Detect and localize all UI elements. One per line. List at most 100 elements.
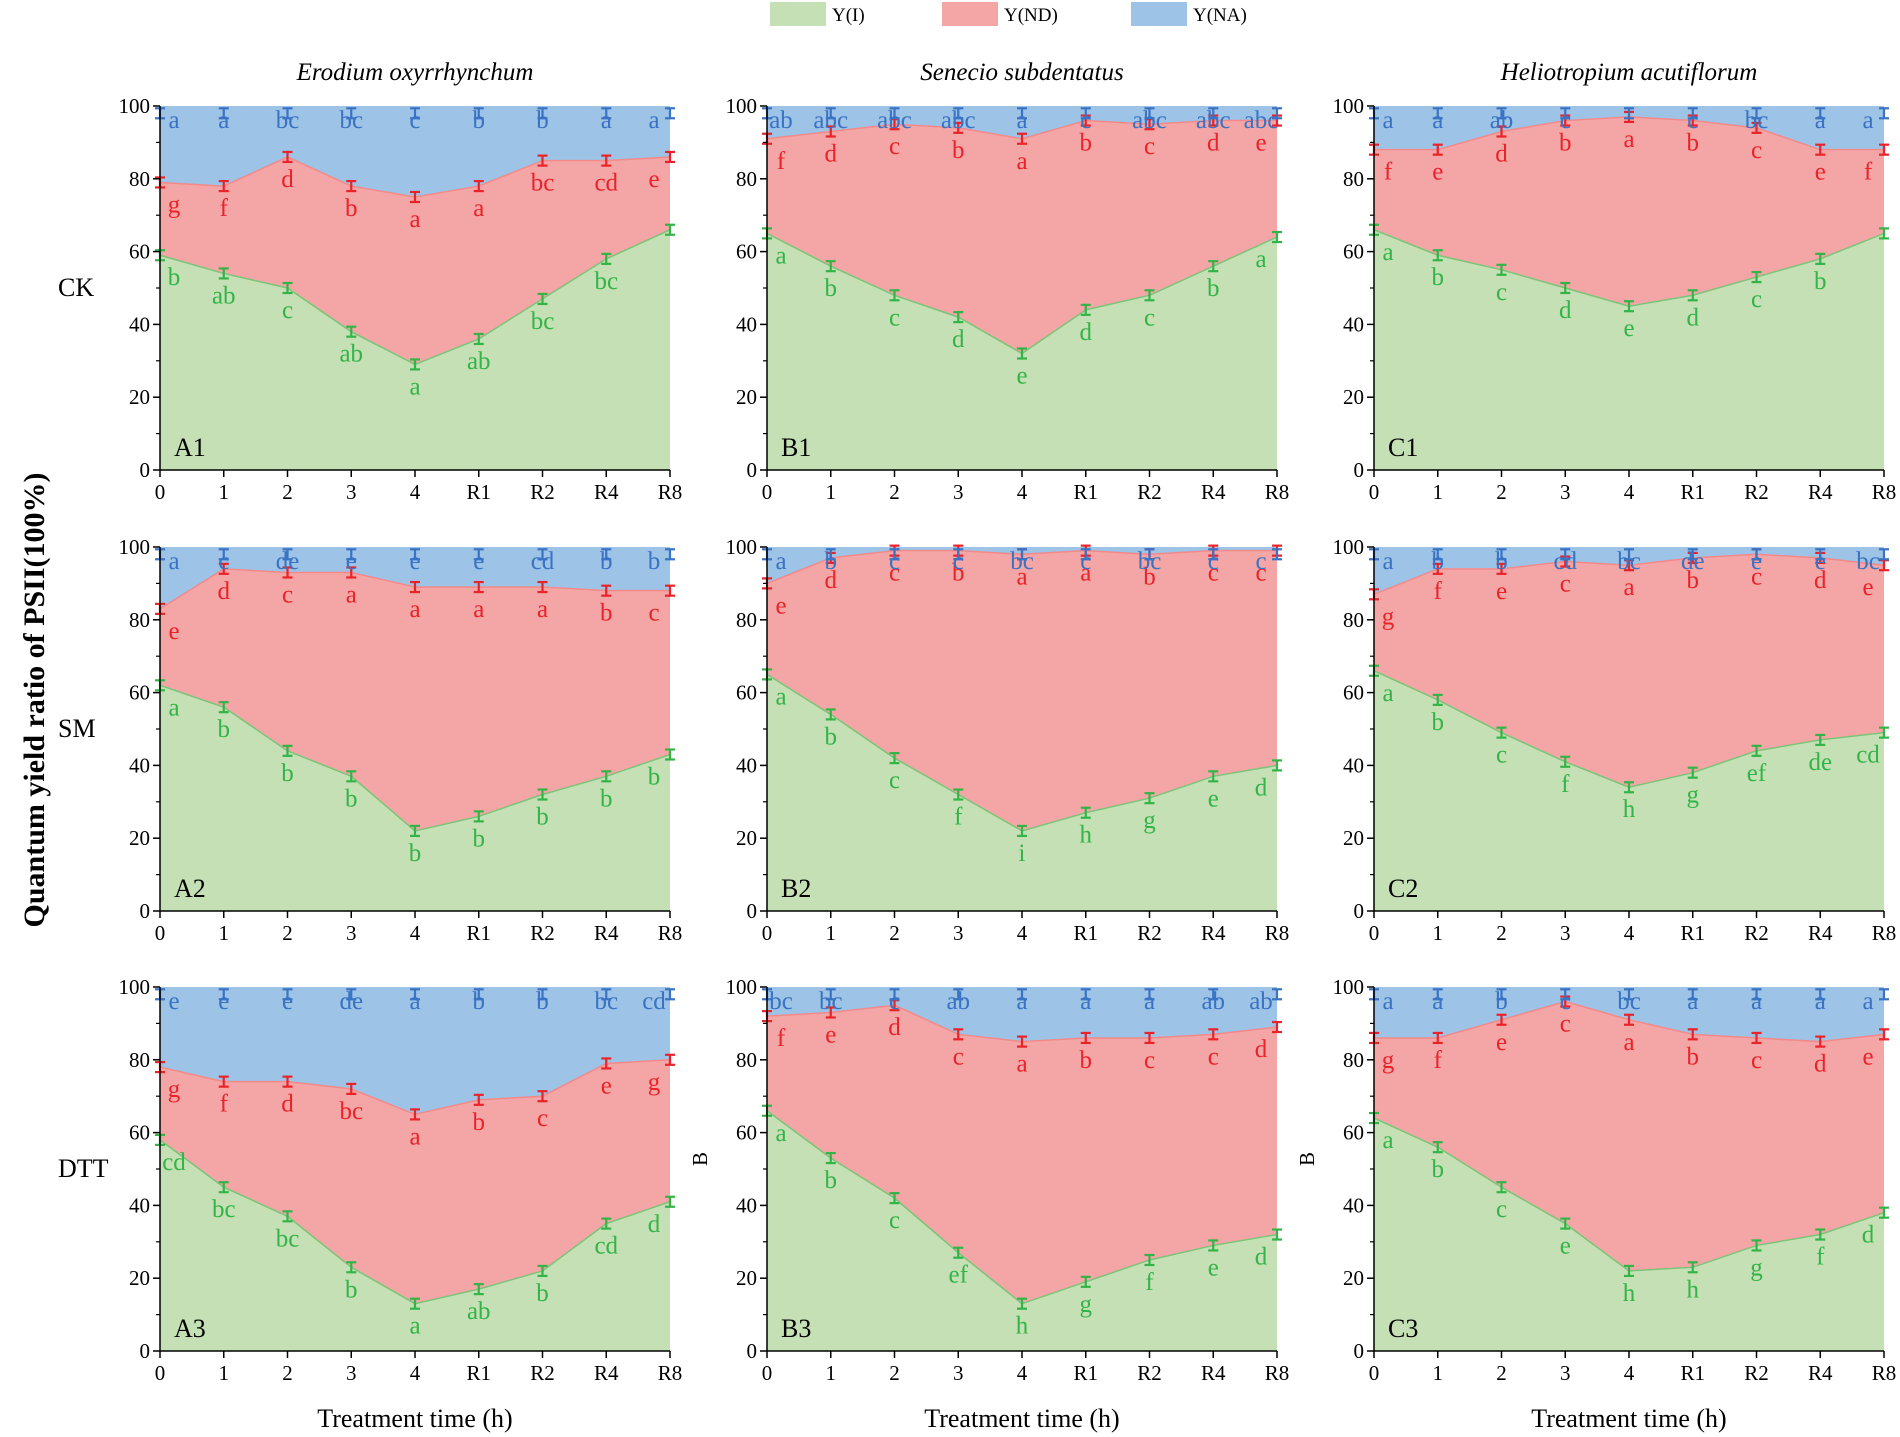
y-tick-label: 60 [736,1121,757,1145]
column-titles: Erodium oxyrrhynchum Senecio subdentatus H… [296,59,1758,86]
y-axis-letter: B [688,1152,712,1166]
ynd-letter: a [1080,560,1091,587]
ynd-letter: c [1751,1047,1762,1074]
x-tick-label: 0 [1369,480,1380,504]
yi-letter: h [1687,1276,1700,1303]
x-tick-label: 1 [1433,480,1444,504]
yi-letter: e [1623,315,1634,342]
yi-letter: f [954,804,963,831]
row-label: SM [58,714,96,743]
x-tick-label: R8 [658,1361,683,1385]
yna-letter: e [346,548,357,575]
ynd-letter: c [1144,1047,1155,1074]
y-tick-label: 80 [736,608,757,632]
x-tick-label: 1 [1433,1361,1444,1385]
x-tick-label: R1 [1073,480,1098,504]
y-tick-label: 40 [129,753,150,777]
panel-label: A2 [174,874,206,903]
panel-label: B2 [781,874,811,903]
x-tick-label: 4 [1017,480,1028,504]
y-tick-label: 0 [140,899,151,923]
ynd-letter: b [1080,130,1093,157]
yna-letter: a [409,988,420,1015]
yi-letter: f [1816,1244,1825,1271]
ynd-letter: d [825,140,838,167]
yna-letter: b [1495,988,1508,1015]
y-tick-label: 0 [747,899,758,923]
y-tick-label: 20 [736,1266,757,1290]
ynd-letter: b [1559,130,1572,157]
ynd-letter: e [601,1072,612,1099]
x-tick-label: R8 [1872,921,1897,945]
yna-letter: e [1751,548,1762,575]
ynd-letter: d [888,1014,901,1041]
yna-letter: a [1862,107,1873,134]
yna-letter: e [1815,548,1826,575]
yna-letter: ab [1249,988,1273,1015]
ynd-letter: g [1382,603,1395,630]
ynd-letter: e [825,1021,836,1048]
yi-letter: h [1623,796,1636,823]
ynd-letter: a [537,596,548,623]
yna-letter: c [1687,107,1698,134]
yi-letter: cd [1856,742,1880,769]
yi-letter: c [282,297,293,324]
y-tick-label: 0 [140,458,151,482]
ynd-letter: e [775,592,786,619]
x-tick-label: R1 [466,480,491,504]
ynd-letter: a [1623,126,1634,153]
y-tick-label: 40 [1343,312,1364,336]
y-tick-label: 60 [1343,1121,1364,1145]
y-tick-label: 40 [129,312,150,336]
panel-label: C3 [1388,1314,1418,1343]
x-tick-label: R8 [658,921,683,945]
y-tick-label: 40 [129,1193,150,1217]
y-tick-label: 80 [736,167,757,191]
ynd-letter: e [168,618,179,645]
y-tick-label: 100 [119,535,151,559]
yna-letter: a [1687,988,1698,1015]
ynd-letter: d [825,567,838,594]
yi-letter: b [825,723,838,750]
x-tick-label: R2 [530,921,555,945]
x-tick-label: R4 [1808,1361,1833,1385]
ynd-letter: c [1144,133,1155,160]
yi-letter: a [775,683,786,710]
yna-letter: a [1862,988,1873,1015]
panel-A3: cdgebcfebcdebbcdeaaaabbbbcbcdebcdgcd0204… [119,975,683,1385]
x-tick-label: R4 [1808,480,1833,504]
yi-letter: d [1559,297,1572,324]
panel-label: C2 [1388,874,1418,903]
yna-letter: a [1016,107,1027,134]
y-tick-label: 60 [129,681,150,705]
yna-letter: c [218,548,229,575]
x-tick-label: R2 [1137,1361,1162,1385]
yi-letter: ab [467,1298,491,1325]
ynd-letter: e [1496,578,1507,605]
x-tick-label: R1 [1680,480,1705,504]
yna-letter: bc [819,988,843,1015]
row-labels: CK SM DTT [58,273,109,1183]
y-tick-label: 20 [1343,385,1364,409]
y-tick-label: 40 [736,753,757,777]
yi-letter: b [825,275,838,302]
ynd-letter: f [777,148,786,175]
x-tick-label: R1 [466,1361,491,1385]
yna-letter: a [1432,107,1443,134]
yi-area [767,1110,1277,1351]
yna-letter: a [1815,107,1826,134]
legend-label: Y(NA) [1193,5,1247,26]
x-tick-label: 0 [762,921,773,945]
yna-letter: b [473,988,486,1015]
ynd-letter: d [281,1091,294,1118]
yi-letter: d [952,326,965,353]
yi-letter: cd [594,1233,618,1260]
ynd-letter: c [1751,137,1762,164]
yna-letter: a [1382,548,1393,575]
yi-letter: ab [467,348,491,375]
x-tick-label: R4 [1201,1361,1226,1385]
yi-letter: a [1382,1127,1393,1154]
yi-letter: b [1432,264,1445,291]
yna-letter: b [473,107,486,134]
ynd-letter: c [537,1105,548,1132]
